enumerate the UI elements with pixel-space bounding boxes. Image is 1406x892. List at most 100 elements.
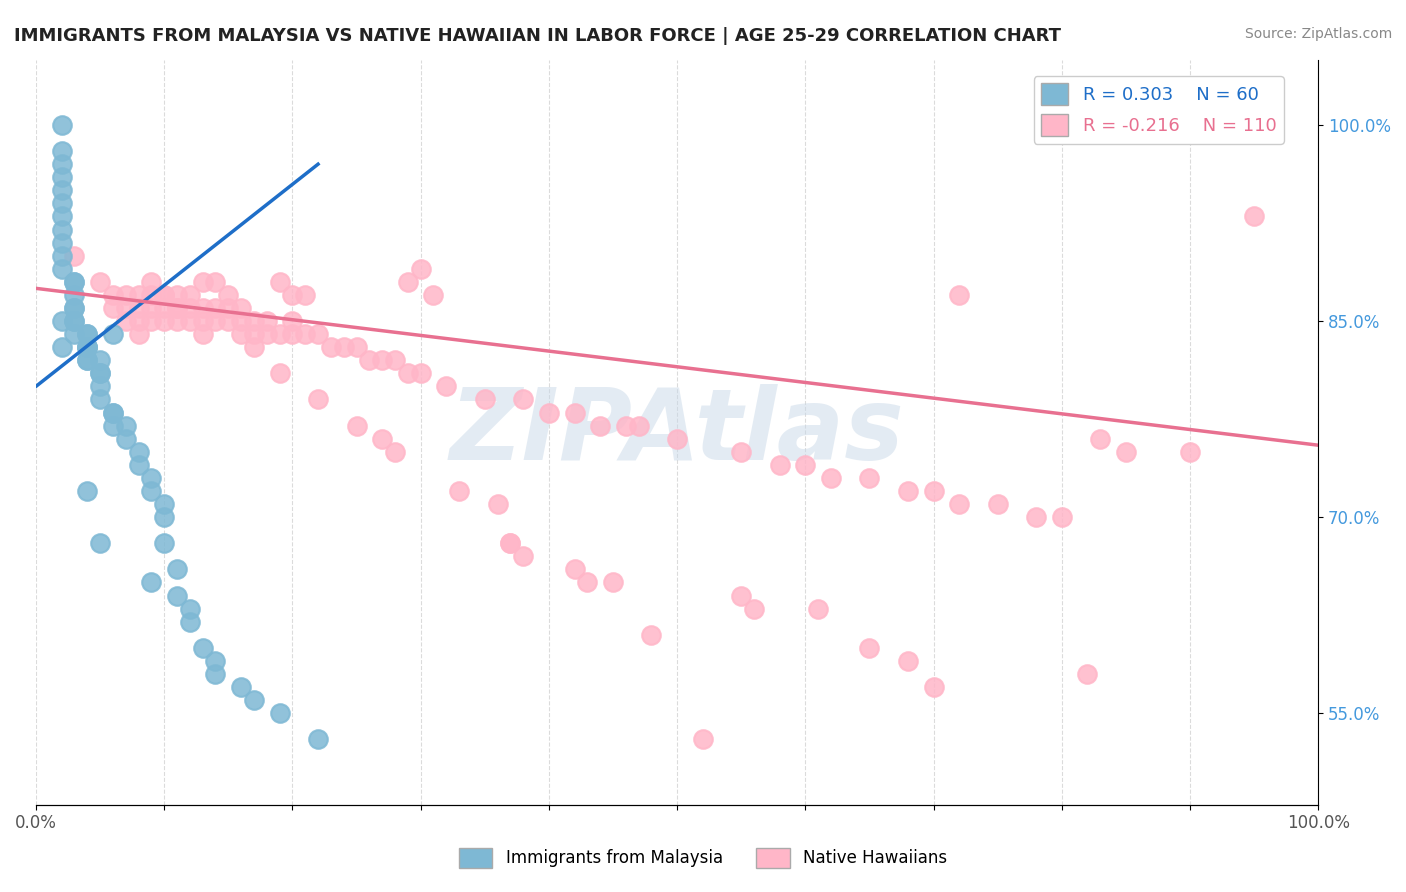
Point: [537, 405, 560, 419]
Point: [204, 301, 226, 315]
Point: [114, 301, 136, 315]
Point: [409, 367, 432, 381]
Point: [269, 275, 291, 289]
Point: [1090, 432, 1112, 446]
Point: [153, 314, 176, 328]
Point: [384, 444, 406, 458]
Point: [153, 497, 176, 511]
Point: [51, 222, 73, 236]
Point: [166, 301, 188, 315]
Point: [987, 497, 1010, 511]
Point: [76, 353, 98, 368]
Point: [141, 483, 163, 498]
Point: [769, 458, 792, 472]
Point: [396, 275, 419, 289]
Point: [217, 301, 239, 315]
Point: [76, 340, 98, 354]
Point: [166, 301, 188, 315]
Point: [243, 327, 266, 342]
Point: [820, 471, 842, 485]
Point: [576, 575, 599, 590]
Point: [1050, 510, 1073, 524]
Point: [63, 288, 86, 302]
Point: [141, 301, 163, 315]
Point: [89, 353, 111, 368]
Text: Source: ZipAtlas.com: Source: ZipAtlas.com: [1244, 27, 1392, 41]
Point: [589, 418, 612, 433]
Point: [191, 301, 214, 315]
Point: [229, 327, 252, 342]
Point: [51, 144, 73, 158]
Point: [153, 288, 176, 302]
Point: [128, 458, 150, 472]
Point: [63, 275, 86, 289]
Point: [512, 392, 534, 407]
Point: [692, 732, 714, 747]
Point: [897, 483, 920, 498]
Point: [179, 601, 201, 615]
Point: [63, 301, 86, 315]
Point: [89, 275, 111, 289]
Point: [434, 379, 457, 393]
Point: [256, 327, 278, 342]
Point: [499, 536, 522, 550]
Point: [114, 288, 136, 302]
Point: [269, 327, 291, 342]
Point: [294, 327, 316, 342]
Point: [730, 589, 752, 603]
Point: [229, 301, 252, 315]
Point: [114, 418, 136, 433]
Point: [141, 288, 163, 302]
Point: [128, 444, 150, 458]
Point: [76, 340, 98, 354]
Point: [191, 327, 214, 342]
Point: [101, 301, 124, 315]
Point: [191, 640, 214, 655]
Point: [359, 353, 381, 368]
Point: [281, 288, 304, 302]
Point: [307, 392, 329, 407]
Point: [89, 379, 111, 393]
Point: [153, 288, 176, 302]
Point: [89, 392, 111, 407]
Point: [141, 314, 163, 328]
Point: [101, 418, 124, 433]
Point: [76, 483, 98, 498]
Point: [858, 471, 880, 485]
Point: [1115, 444, 1137, 458]
Point: [204, 275, 226, 289]
Legend: R = 0.303    N = 60, R = -0.216    N = 110: R = 0.303 N = 60, R = -0.216 N = 110: [1033, 76, 1284, 144]
Point: [627, 418, 650, 433]
Point: [409, 261, 432, 276]
Point: [101, 288, 124, 302]
Point: [512, 549, 534, 564]
Point: [204, 667, 226, 681]
Point: [141, 275, 163, 289]
Point: [51, 261, 73, 276]
Point: [564, 562, 586, 576]
Point: [217, 314, 239, 328]
Point: [51, 340, 73, 354]
Point: [294, 288, 316, 302]
Point: [76, 327, 98, 342]
Point: [128, 288, 150, 302]
Point: [243, 314, 266, 328]
Point: [922, 483, 945, 498]
Text: IMMIGRANTS FROM MALAYSIA VS NATIVE HAWAIIAN IN LABOR FORCE | AGE 25-29 CORRELATI: IMMIGRANTS FROM MALAYSIA VS NATIVE HAWAI…: [14, 27, 1062, 45]
Point: [229, 314, 252, 328]
Point: [128, 314, 150, 328]
Point: [922, 680, 945, 694]
Point: [384, 353, 406, 368]
Point: [602, 575, 624, 590]
Point: [346, 340, 368, 354]
Point: [51, 118, 73, 132]
Point: [128, 301, 150, 315]
Point: [1076, 667, 1098, 681]
Point: [89, 536, 111, 550]
Point: [141, 575, 163, 590]
Point: [141, 471, 163, 485]
Point: [101, 327, 124, 342]
Point: [307, 732, 329, 747]
Point: [51, 235, 73, 250]
Point: [63, 275, 86, 289]
